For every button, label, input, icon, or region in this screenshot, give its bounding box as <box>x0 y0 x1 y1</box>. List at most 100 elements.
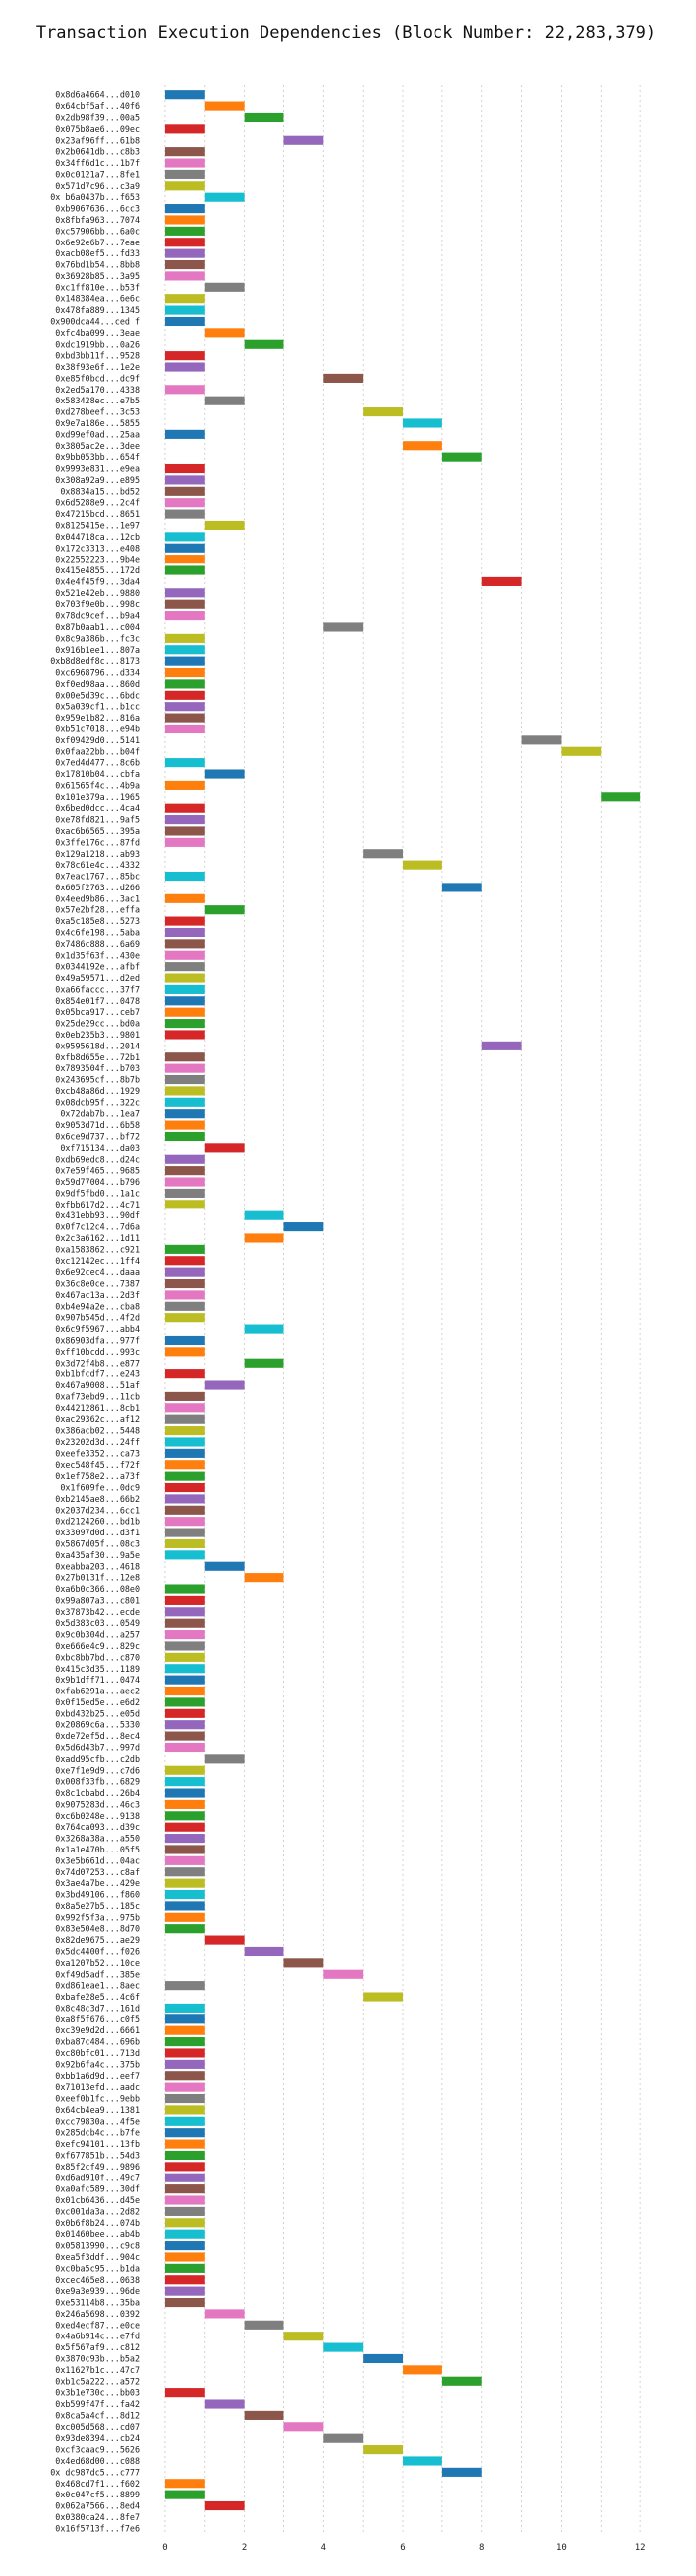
tx-label: 0x3ffe176c...87fd <box>55 837 140 847</box>
tx-label: 0x075b8ae6...09ec <box>55 124 140 134</box>
tx-bar <box>164 2479 205 2489</box>
tx-bar <box>164 463 205 474</box>
tx-label: 0xb2145ae8...66b2 <box>55 1494 140 1504</box>
tx-bar <box>164 1675 205 1685</box>
tx-bar <box>164 939 205 949</box>
tx-label: 0x6e92cec4...daaa <box>55 1267 140 1277</box>
tx-label: 0x8d6a4664...d010 <box>55 90 140 100</box>
tx-bar <box>164 1313 205 1323</box>
tx-label: 0x308a92a9...e895 <box>55 475 140 485</box>
tx-label: 0x101e379a...1965 <box>55 792 140 802</box>
tx-bar <box>164 724 205 734</box>
tx-label: 0x61565f4c...4b9a <box>55 780 140 790</box>
tx-label: 0xefc94101...13fb <box>55 2139 140 2149</box>
tx-label: 0xfbb617d2...4c71 <box>55 1200 140 1209</box>
tx-label: 0x6bed0dcc...4ca4 <box>55 803 140 813</box>
tx-label: 0x285dcb4c...b7fe <box>55 2128 140 2138</box>
tx-label: 0x71013efd...aadc <box>55 2082 140 2092</box>
tx-bar <box>204 769 245 779</box>
tx-label: 0xc1ff810e...b53f <box>55 282 140 292</box>
tx-bar <box>323 373 364 383</box>
tx-label: 0x605f2763...d266 <box>55 883 140 892</box>
tx-label: 0xc39e9d2d...6661 <box>55 2025 140 2035</box>
tx-bar <box>164 1912 205 1922</box>
tx-label: 0x5d383c03...0549 <box>55 1618 140 1628</box>
tx-label: 0x8a5e27b5...185c <box>55 1901 140 1911</box>
tx-label: 0x3805ac2e...3dee <box>55 441 140 451</box>
tx-bar <box>164 1788 205 1798</box>
tx-label: 0x8c9a386b...fc3c <box>55 633 140 643</box>
tx-label: 0x6ce9d737...bf72 <box>55 1131 140 1141</box>
tx-label: 0xec548f45...f72f <box>55 1460 140 1470</box>
tx-label: 0x246a5698...0392 <box>55 2309 140 2319</box>
tx-bar <box>164 2093 205 2104</box>
tx-bar <box>363 407 404 417</box>
tx-bar <box>164 950 205 960</box>
tx-bar <box>164 486 205 496</box>
tx-bar <box>164 1845 205 1854</box>
tx-label: 0x11627b1c...47c7 <box>55 2365 140 2375</box>
tx-label: 0xf0ed98aa...860d <box>55 679 140 689</box>
tx-label: 0x044718ca...12cb <box>55 532 140 542</box>
tx-label: 0xa66faccc...37f7 <box>55 984 140 994</box>
tx-bar <box>164 2388 205 2398</box>
tx-label: 0x3268a38a...a550 <box>55 1834 140 1844</box>
tx-label: 0x27b0131f...12e8 <box>55 1573 140 1583</box>
tx-label: 0xb599f47f...fa42 <box>55 2399 140 2409</box>
tx-label: 0x5a039cf1...b1cc <box>55 702 140 712</box>
tx-label: 0x8c48c3d7...161d <box>55 2003 140 2012</box>
tx-bar <box>164 1538 205 1549</box>
tx-bar <box>481 1041 522 1050</box>
tx-label: 0x47215bcd...8651 <box>55 509 140 519</box>
tx-bar <box>164 1154 205 1164</box>
tx-bar <box>164 2150 205 2161</box>
tx-label: 0xbd3bb11f...9528 <box>55 351 140 361</box>
tx-bar <box>323 1969 364 1979</box>
tx-bar <box>363 849 404 859</box>
tx-bar <box>164 1777 205 1787</box>
tx-label: 0x521e42eb...9880 <box>55 588 140 598</box>
tx-label: 0x467a9008...51af <box>55 1380 140 1390</box>
tx-bar <box>164 803 205 813</box>
tx-bar <box>164 1867 205 1877</box>
tx-bar <box>363 2353 404 2364</box>
tx-label: 0xa1207b52...10ce <box>55 1958 140 1968</box>
tx-label: 0xf49d5adf...385e <box>55 1969 140 1979</box>
tx-label: 0xe78fd821...9af5 <box>55 815 140 825</box>
tx-bar <box>323 2433 364 2443</box>
tx-bar <box>164 204 205 214</box>
tx-label: 0xed4ecf87...e0ce <box>55 2320 140 2330</box>
tx-label: 0x87b0aab1...c004 <box>55 622 140 632</box>
tx-bar <box>164 2025 205 2035</box>
tx-bar <box>363 2445 404 2455</box>
tx-bar <box>164 1369 205 1379</box>
tx-label: 0x00e5d39c...6bdc <box>55 690 140 700</box>
tx-label: 0x dc987dc5...c777 <box>50 2467 140 2477</box>
tx-label: 0xb51c7018...e94b <box>55 724 140 733</box>
tx-label: 0x1f609fe...0dc9 <box>60 1483 140 1493</box>
tx-bar <box>204 1380 245 1390</box>
tx-label: 0xa435af30...9a5e <box>55 1550 140 1560</box>
tx-label: 0x9053d71d...6b58 <box>55 1120 140 1130</box>
tx-label: 0x386acb02...5448 <box>55 1426 140 1436</box>
tx-bar <box>164 543 205 553</box>
tx-bar <box>164 656 205 666</box>
x-tick-label: 0 <box>162 2543 167 2553</box>
tx-bar <box>283 135 324 145</box>
tx-bar <box>164 826 205 836</box>
tx-bar <box>204 192 245 202</box>
tx-label: 0x34ff6d1c...1b7f <box>55 158 140 168</box>
tx-label: 0x478fa889...1345 <box>55 305 140 315</box>
tx-label: 0xa5c185e8...5273 <box>55 916 140 926</box>
tx-label: 0x05813990...c9c8 <box>55 2241 140 2251</box>
tx-bar <box>164 215 205 225</box>
tx-label: 0x9b1dff71...0474 <box>55 1675 140 1685</box>
tx-bar <box>164 1403 205 1413</box>
tx-label: 0x3d72f4b8...e877 <box>55 1358 140 1368</box>
tx-label: 0xdc1919bb...0a26 <box>55 339 140 349</box>
y-axis-labels: 0x8d6a4664...d0100x64cbf5af...40f60x2db9… <box>50 90 140 2534</box>
tx-label: 0x7486c888...6a69 <box>55 939 140 949</box>
tx-label: 0x2c3a6162...1d11 <box>55 1233 140 1243</box>
tx-bar <box>164 1878 205 1888</box>
tx-bar <box>164 713 205 723</box>
